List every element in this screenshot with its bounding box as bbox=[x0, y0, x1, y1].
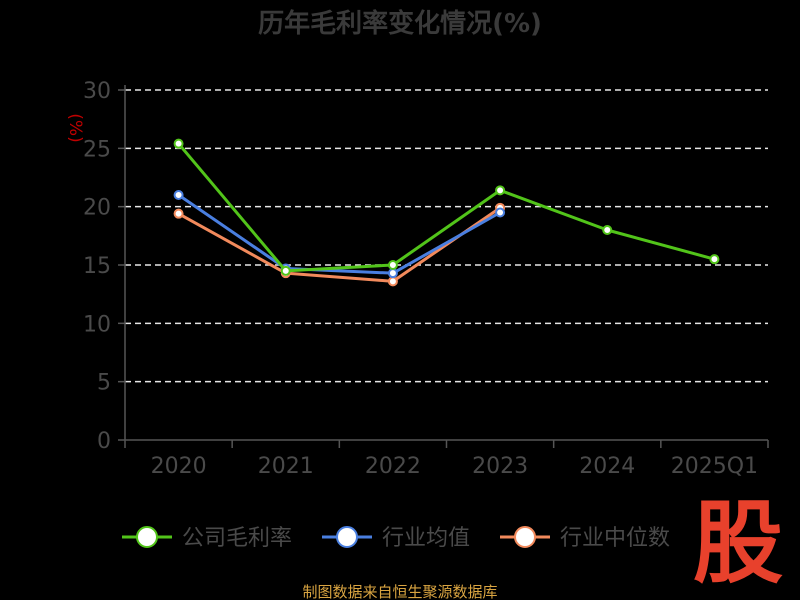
y-tick-label: 15 bbox=[83, 254, 111, 279]
legend-label: 公司毛利率 bbox=[182, 526, 292, 551]
y-tick-label: 20 bbox=[83, 196, 111, 221]
axes bbox=[124, 85, 769, 448]
data-point bbox=[173, 190, 184, 200]
x-tick-label: 2021 bbox=[258, 454, 314, 479]
series-line-2 bbox=[177, 206, 501, 283]
data-point bbox=[709, 254, 720, 265]
data-source-note: 制图数据来自恒生聚源数据库 bbox=[302, 583, 497, 600]
data-point bbox=[387, 276, 398, 287]
series-line-1 bbox=[177, 193, 501, 275]
y-tick-label: 5 bbox=[97, 371, 111, 396]
data-point bbox=[173, 208, 184, 219]
x-tick-labels: 2020 2021 2022 2023 2024 2025Q1 bbox=[151, 454, 758, 479]
x-tick-label: 2023 bbox=[472, 454, 528, 479]
y-tick-label: 25 bbox=[83, 137, 111, 162]
legend-marker bbox=[514, 526, 536, 548]
gridlines bbox=[118, 89, 768, 441]
legend: 公司毛利率 行业均值 行业中位数 bbox=[122, 526, 670, 551]
data-point bbox=[495, 185, 506, 196]
brand-logo: 股 bbox=[693, 491, 783, 596]
data-point bbox=[173, 138, 184, 149]
data-point bbox=[602, 225, 613, 235]
legend-marker bbox=[136, 526, 158, 548]
x-tick-label: 2025Q1 bbox=[671, 454, 758, 479]
x-tick-label: 2024 bbox=[579, 454, 635, 479]
data-point bbox=[495, 207, 506, 218]
y-tick-labels: 0 5 10 15 20 25 30 bbox=[83, 79, 111, 454]
y-tick-label: 0 bbox=[97, 429, 111, 454]
x-tick-label: 2020 bbox=[151, 454, 207, 479]
y-axis-unit: (%) bbox=[65, 113, 85, 142]
data-point bbox=[280, 265, 291, 276]
legend-marker bbox=[336, 526, 358, 548]
legend-label: 行业中位数 bbox=[560, 526, 670, 551]
chart-title: 历年毛利率变化情况(%) bbox=[258, 8, 542, 39]
series-line-0 bbox=[177, 142, 715, 273]
data-point bbox=[387, 268, 398, 279]
series-lines bbox=[173, 138, 720, 287]
y-tick-label: 30 bbox=[83, 79, 111, 104]
data-point bbox=[387, 260, 398, 270]
legend-label: 行业均值 bbox=[382, 526, 470, 551]
x-tick-label: 2022 bbox=[365, 454, 421, 479]
y-tick-label: 10 bbox=[83, 312, 111, 337]
